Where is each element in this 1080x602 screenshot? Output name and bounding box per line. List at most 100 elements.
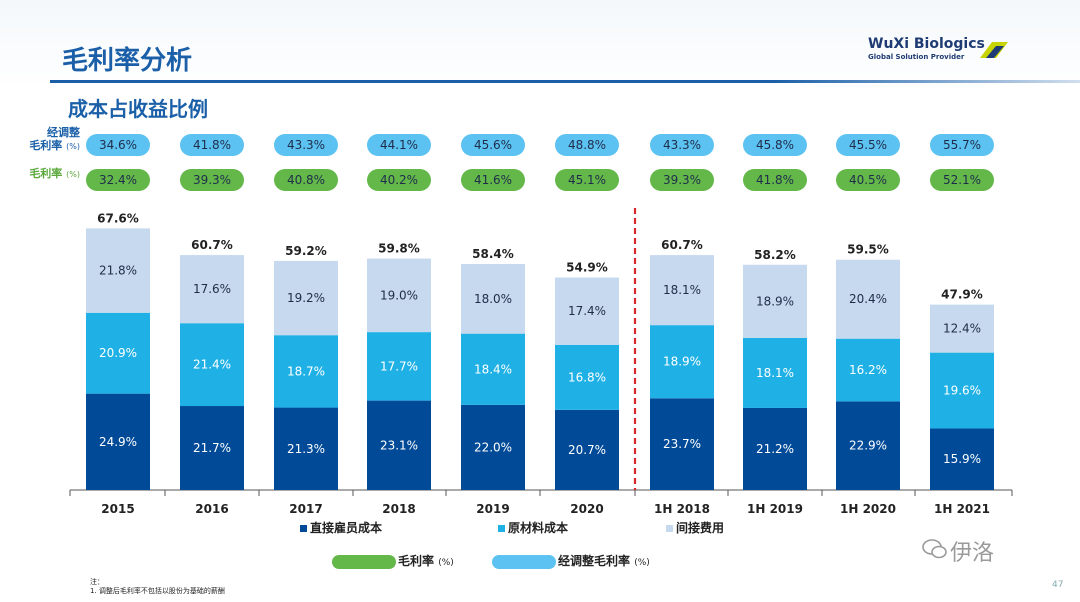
bar-value-label: 18.4% xyxy=(474,362,512,376)
adjusted-label-unit: (%) xyxy=(66,142,80,151)
bar-segment xyxy=(555,277,619,345)
bar-value-label: 21.2% xyxy=(756,442,794,456)
bar-segment xyxy=(274,407,338,490)
bar-value-label: 22.9% xyxy=(849,439,887,453)
bar-segment xyxy=(86,228,150,313)
bar-segment xyxy=(461,333,525,405)
adjusted-margin-pill: 45.6% xyxy=(461,134,525,156)
bar-value-label: 18.1% xyxy=(756,366,794,380)
watermark-text: 伊洛 xyxy=(950,541,995,566)
x-tick-label: 2020 xyxy=(570,502,603,516)
bar-segment xyxy=(86,312,150,394)
bar-total-label: 58.4% xyxy=(472,247,514,261)
bar-segment xyxy=(650,325,714,399)
gross-margin-row-label: 毛利率 (%) xyxy=(10,167,80,181)
bar-value-label: 18.1% xyxy=(663,283,701,297)
bar-segment xyxy=(274,260,338,336)
x-tick-label: 1H 2018 xyxy=(654,502,710,516)
legend-direct-swatch xyxy=(300,525,307,532)
bar-total-label: 58.2% xyxy=(754,248,796,262)
adjusted-margin-pill: 41.8% xyxy=(180,134,244,156)
footnote: 注： 1. 调整后毛利率不包括以股份为基础的薪酬 xyxy=(90,578,225,596)
legend-adjusted-unit: (%) xyxy=(634,558,650,568)
bar-segment xyxy=(836,401,900,490)
bar-segment xyxy=(930,428,994,490)
bar-segment xyxy=(367,332,431,401)
legend-adjusted-label: 经调整毛利率 xyxy=(558,554,631,568)
legend-gross-label: 毛利率 xyxy=(398,554,435,568)
bar-segment xyxy=(836,338,900,402)
bar-total-label: 59.2% xyxy=(285,244,327,258)
bar-value-label: 20.7% xyxy=(568,443,606,457)
bar-segment xyxy=(650,398,714,490)
bar-segment xyxy=(743,264,807,338)
adjusted-label-line1: 经调整 xyxy=(47,126,80,139)
bar-segment xyxy=(555,344,619,410)
bar-segment xyxy=(86,393,150,490)
gross-label: 毛利率 xyxy=(29,167,63,180)
legend-adjusted-ellipse xyxy=(492,554,556,569)
bar-value-label: 21.8% xyxy=(99,264,137,278)
adjusted-margin-pill: 48.8% xyxy=(555,134,619,156)
bar-value-label: 16.2% xyxy=(849,363,887,377)
x-tick-label: 2018 xyxy=(382,502,415,516)
gross-margin-pill: 40.2% xyxy=(367,169,431,191)
legend-material-label: 原材料成本 xyxy=(508,521,569,535)
bar-value-label: 23.1% xyxy=(380,438,418,452)
wechat-icon xyxy=(922,539,947,559)
bar-segment xyxy=(930,352,994,429)
bar-segment xyxy=(555,409,619,490)
legend-indirect: 间接费用 xyxy=(666,519,724,536)
bar-value-label: 18.9% xyxy=(756,294,794,308)
legend-material: 原材料成本 xyxy=(498,519,568,536)
gross-margin-pill: 52.1% xyxy=(930,169,994,191)
bar-segment xyxy=(930,304,994,353)
bar-total-label: 67.6% xyxy=(97,211,139,225)
bar-total-label: 60.7% xyxy=(191,238,233,252)
bar-segment xyxy=(274,335,338,408)
stacked-bar-chart: 24.9% 20.9% 21.8% 67.6% 2015 21.7% 21.4% 17.6% 6… xyxy=(69,208,1013,516)
adjusted-margin-pill: 45.8% xyxy=(743,134,807,156)
bar-segment xyxy=(367,258,431,333)
adjusted-margin-pill: 55.7% xyxy=(930,134,994,156)
page-number: 47 xyxy=(1052,580,1064,590)
x-tick-label: 1H 2019 xyxy=(747,502,803,516)
legend-adjusted-margin: 经调整毛利率 (%) xyxy=(492,552,650,569)
adjusted-margin-pill: 45.5% xyxy=(836,134,900,156)
bar-value-label: 19.0% xyxy=(380,288,418,302)
x-tick-label: 1H 2021 xyxy=(934,502,990,516)
gross-margin-pill: 40.8% xyxy=(274,169,338,191)
bar-value-label: 20.4% xyxy=(849,292,887,306)
bar-value-label: 17.7% xyxy=(380,359,418,373)
adjusted-margin-pill: 43.3% xyxy=(650,134,714,156)
legend-gross-unit: (%) xyxy=(438,558,454,568)
bar-value-label: 21.4% xyxy=(193,358,231,372)
bar-segment xyxy=(367,400,431,490)
bar-total-label: 60.7% xyxy=(661,238,703,252)
gross-margin-pill: 41.8% xyxy=(743,169,807,191)
footnote-title: 注： xyxy=(90,578,104,586)
legend-gross-ellipse xyxy=(332,554,396,569)
bar-segment xyxy=(461,263,525,334)
adjusted-margin-pill: 34.6% xyxy=(86,134,150,156)
adjusted-margin-row-label: 经调整 毛利率 (%) xyxy=(10,126,80,153)
x-tick-label: 2016 xyxy=(195,502,228,516)
page-subtitle: 成本占收益比例 xyxy=(68,97,208,121)
bar-value-label: 20.9% xyxy=(99,346,137,360)
bar-total-label: 54.9% xyxy=(566,261,608,275)
bar-value-label: 16.8% xyxy=(568,370,606,384)
legend-indirect-swatch xyxy=(666,525,673,532)
page-title: 毛利率分析 xyxy=(62,46,193,76)
x-tick-label: 2019 xyxy=(476,502,509,516)
bar-value-label: 24.9% xyxy=(99,435,137,449)
bar-value-label: 19.2% xyxy=(287,291,325,305)
bar-value-label: 22.0% xyxy=(474,440,512,454)
x-tick-label: 1H 2020 xyxy=(840,502,896,516)
bar-value-label: 15.9% xyxy=(943,452,981,466)
bar-value-label: 17.4% xyxy=(568,304,606,318)
legend-material-swatch xyxy=(498,525,505,532)
gross-margin-pill: 32.4% xyxy=(86,169,150,191)
footnote-text: 1. 调整后毛利率不包括以股份为基础的薪酬 xyxy=(90,587,225,595)
gross-margin-pill: 39.3% xyxy=(650,169,714,191)
gross-margin-pill: 41.6% xyxy=(461,169,525,191)
